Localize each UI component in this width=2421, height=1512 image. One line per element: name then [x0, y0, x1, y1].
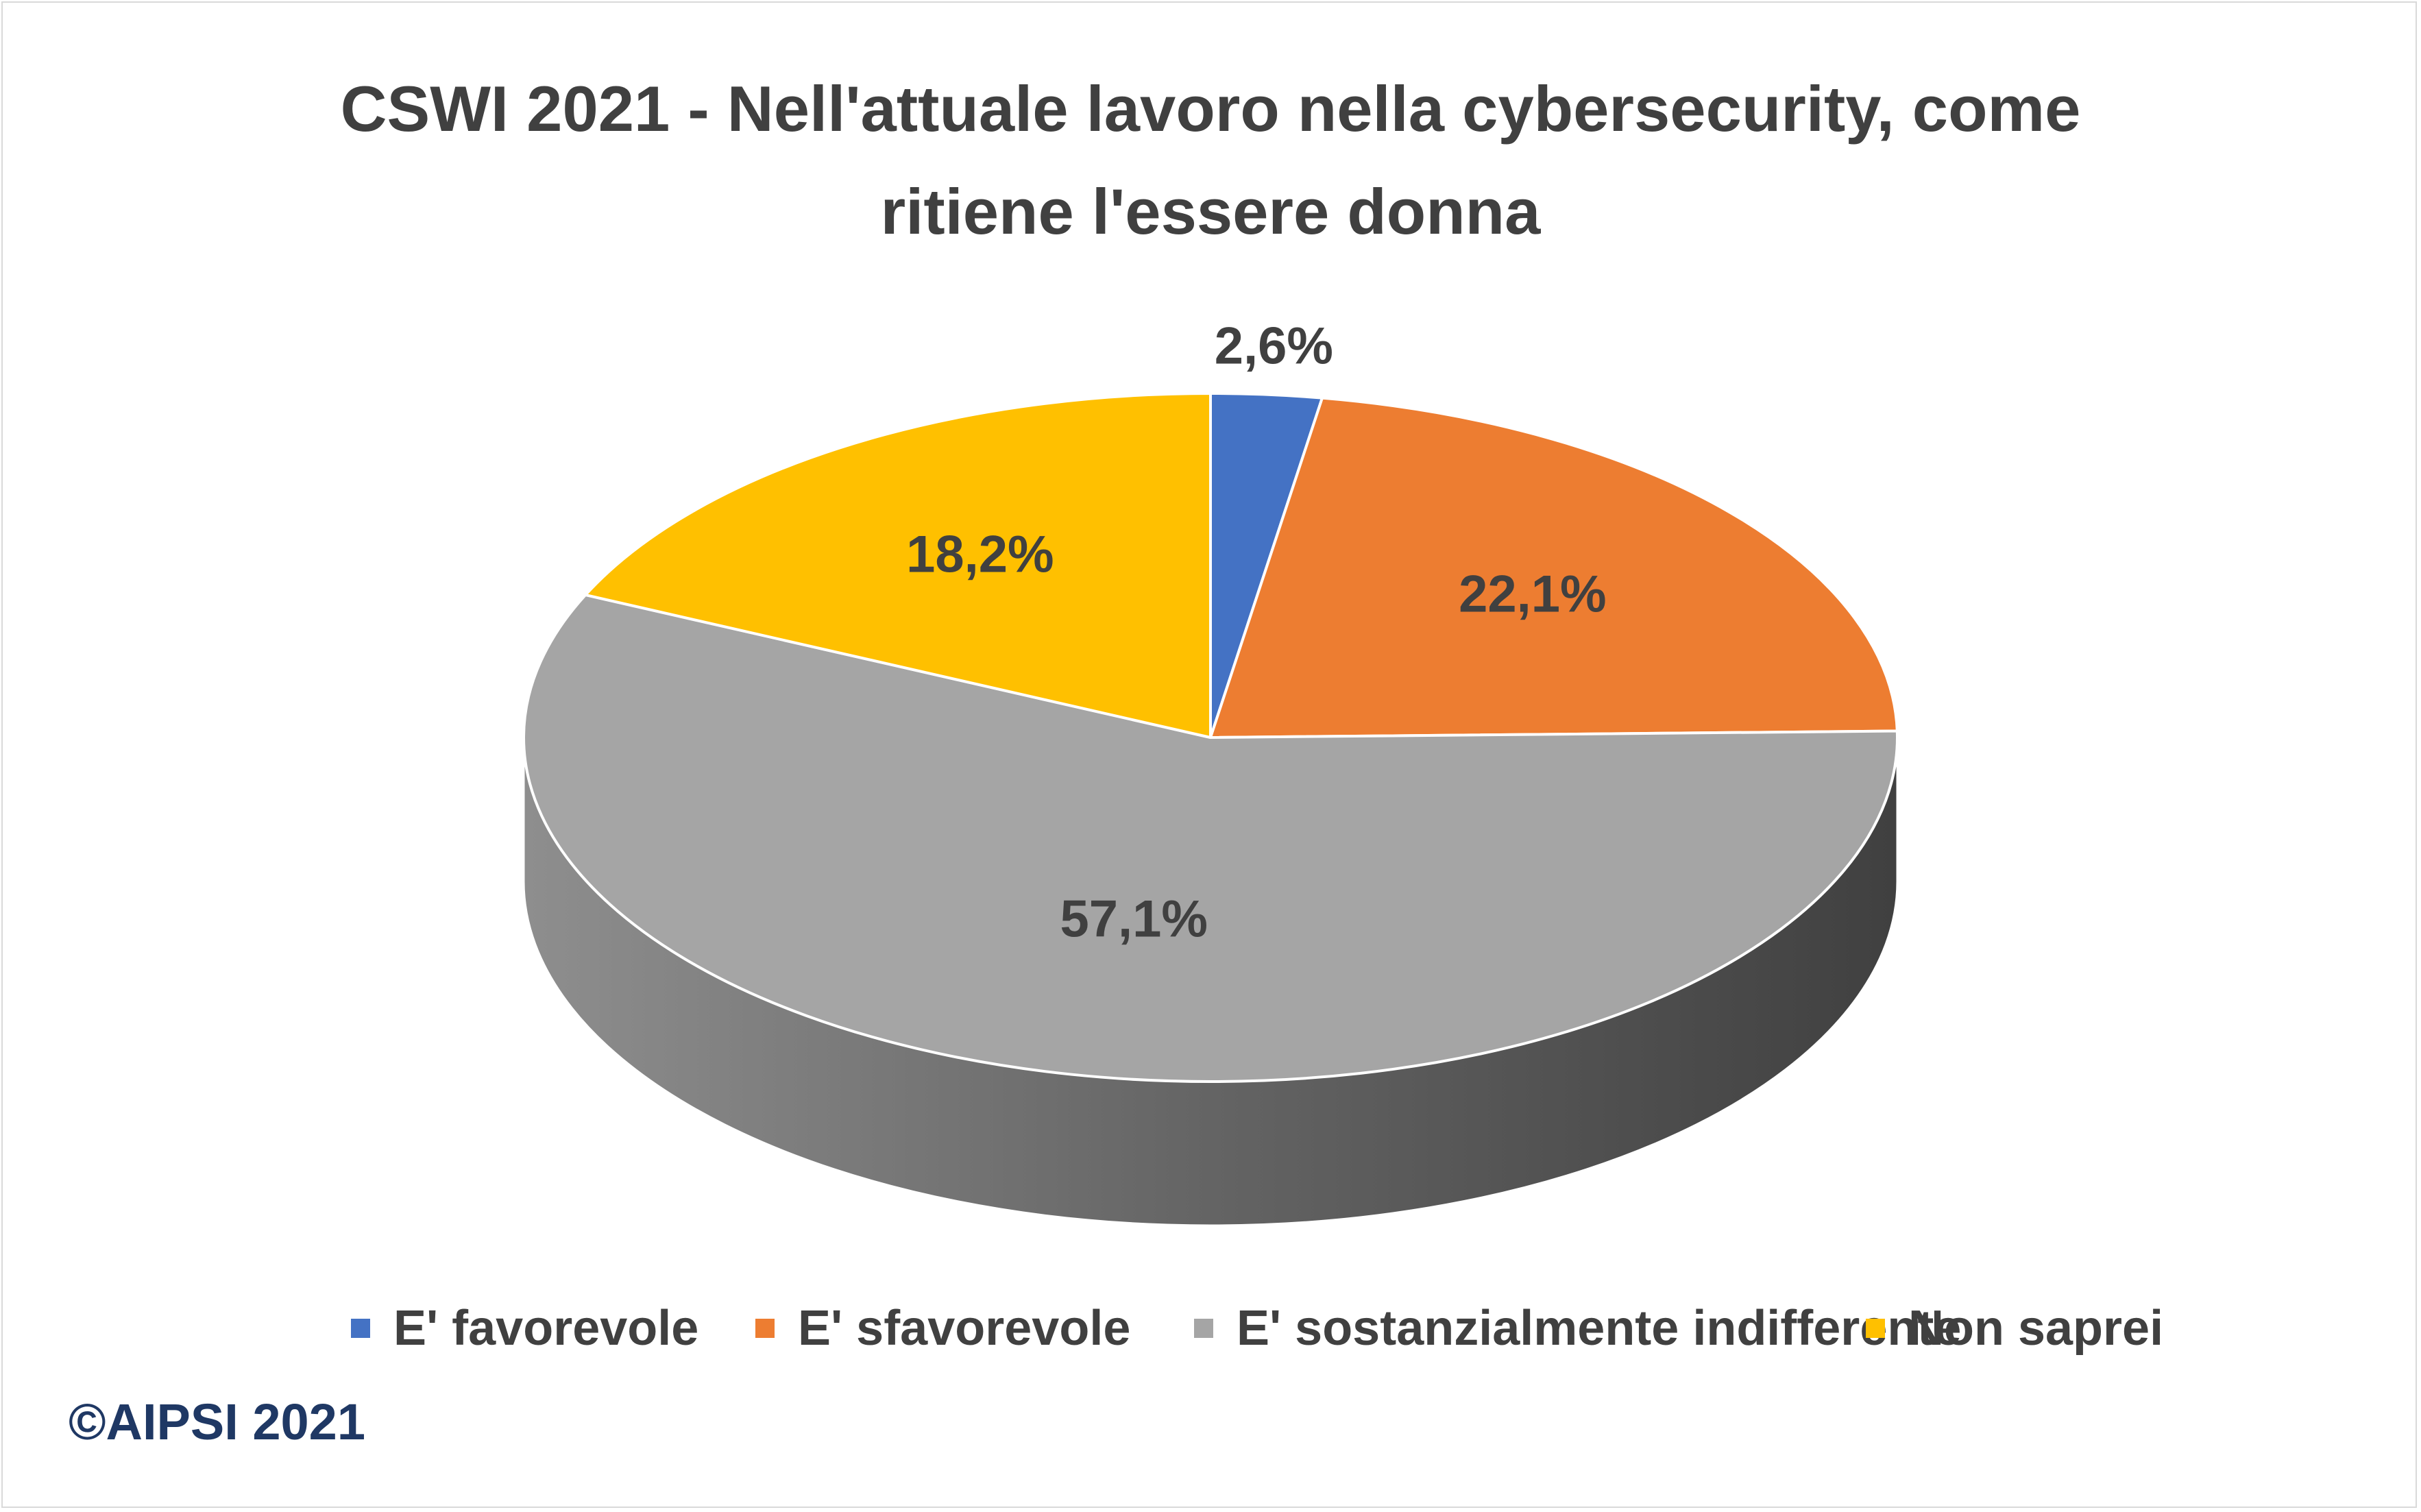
pie-slice-non-saprei: [584, 392, 1212, 739]
pie-slices: [522, 392, 1899, 1083]
legend-label-non-saprei: Non saprei: [1908, 1301, 2164, 1356]
legend-item-non-saprei: Non saprei: [1866, 1294, 2163, 1363]
pie-labels: 2,6% 22,1% 57,1% 18,2%: [906, 317, 1607, 949]
legend-label-indifferente: E' sostanzialmente indifferente: [1237, 1301, 1962, 1356]
data-label-sfavorevole: 22,1%: [1459, 565, 1607, 623]
pie-slice-indifferente: [522, 593, 1899, 1083]
legend-label-favorevole: E' favorevole: [393, 1301, 699, 1356]
copyright-text: ©AIPSI 2021: [69, 1393, 365, 1450]
title-line-1: CSWI 2021 - Nell'attuale lavoro nella cy…: [340, 73, 2081, 145]
data-label-non-saprei: 18,2%: [906, 525, 1054, 583]
legend-item-sfavorevole: E' sfavorevole: [755, 1294, 1130, 1363]
legend-item-indifferente: E' sostanzialmente indifferente: [1194, 1294, 1961, 1363]
data-label-indifferente: 57,1%: [1060, 890, 1208, 948]
legend-swatch-favorevole: [351, 1319, 370, 1338]
legend-swatch-non-saprei: [1866, 1319, 1885, 1338]
legend-swatch-indifferente: [1194, 1319, 1213, 1338]
pie-slice-sfavorevole: [1209, 396, 1899, 739]
data-label-favorevole: 2,6%: [1215, 317, 1333, 376]
legend-swatch-sfavorevole: [755, 1319, 775, 1338]
legend-label-sfavorevole: E' sfavorevole: [798, 1301, 1131, 1356]
title-line-2: ritiene l'essere donna: [880, 175, 1541, 247]
legend-item-favorevole: E' favorevole: [351, 1294, 698, 1363]
chart-title: CSWI 2021 - Nell'attuale lavoro nella cy…: [0, 58, 2421, 263]
legend: E' favorevole E' sfavorevole E' sostanzi…: [0, 1294, 2421, 1363]
